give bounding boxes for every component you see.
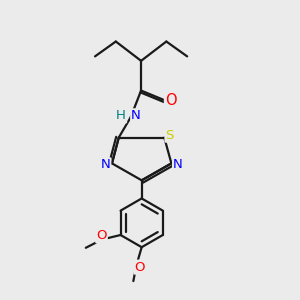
Text: N: N — [100, 158, 110, 171]
Text: O: O — [165, 94, 177, 109]
Text: O: O — [135, 261, 145, 274]
Text: H: H — [116, 109, 126, 122]
Text: O: O — [96, 230, 107, 242]
Text: S: S — [165, 129, 174, 142]
Text: N: N — [131, 109, 141, 122]
Text: N: N — [173, 158, 183, 171]
